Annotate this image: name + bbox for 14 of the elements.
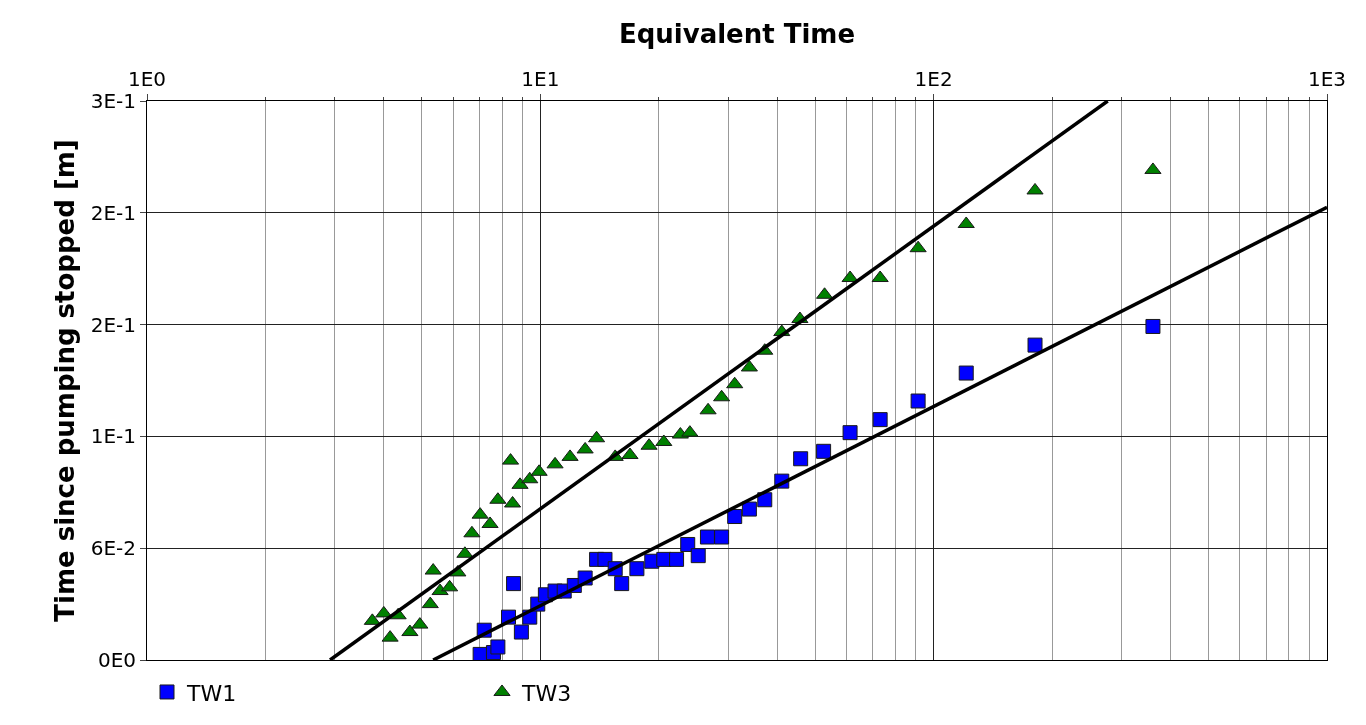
x-tick-label: 1E3 — [1307, 67, 1347, 91]
x-tick-label: 1E2 — [914, 67, 953, 91]
x-tick-label: 1E1 — [521, 67, 560, 91]
y-tick-label: 3E-1 — [90, 89, 136, 113]
y-tick-label: 2E-1 — [90, 312, 136, 337]
legend-label: TW3 — [521, 680, 572, 706]
y-tick-label: 0E0 — [97, 648, 136, 672]
y-tick-label: 2E-1 — [90, 200, 136, 225]
y-tick-label: 6E-2 — [90, 536, 136, 561]
y-axis-title: Time since pumping stopped [m] — [50, 139, 81, 622]
legend-label: TW1 — [186, 680, 237, 706]
x-axis-title: Equivalent Time — [618, 19, 856, 50]
x-tick-label: 1E0 — [127, 67, 167, 91]
y-tick-label: 1E-1 — [90, 424, 136, 449]
